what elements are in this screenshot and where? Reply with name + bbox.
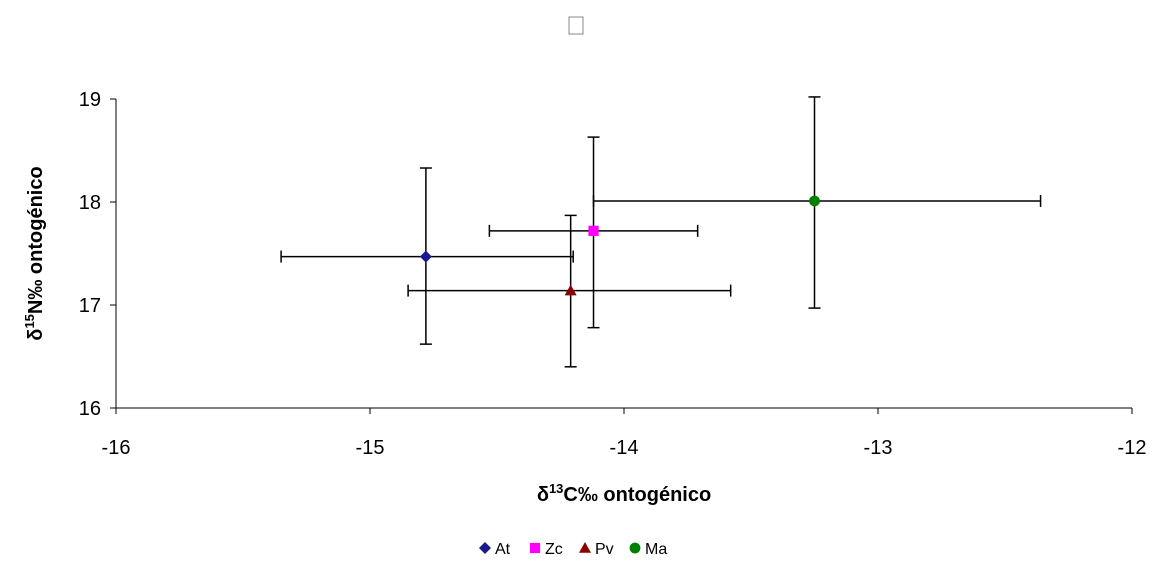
data-point-Zc	[588, 225, 599, 236]
x-tick-label: -16	[102, 437, 131, 459]
x-tick-label: -14	[610, 437, 639, 459]
placeholder-glyph	[568, 16, 584, 35]
axis-title-sup: 13	[549, 481, 563, 496]
legend-marker-Pv	[579, 542, 591, 553]
y-tick-label: 16	[79, 398, 101, 420]
legend-marker-At	[479, 542, 491, 554]
x-tick-label: -13	[864, 437, 893, 459]
axis-title-prefix: δ	[25, 329, 47, 341]
axis-title-sup: 15	[22, 314, 37, 328]
x-axis-title: δ13C‰ ontogénico	[537, 481, 711, 506]
data-point-Ma	[809, 195, 820, 207]
error-bars	[280, 96, 1042, 368]
axis-title-prefix: δ	[537, 484, 549, 506]
axes: 16 17 18 19 -16 -15 -14 -13 -12	[79, 89, 1147, 459]
legend-marker-Zc	[529, 542, 541, 554]
legend-label-At: At	[495, 541, 511, 558]
legend-label-Ma: Ma	[645, 541, 667, 558]
legend-label-Pv: Pv	[595, 541, 614, 558]
data-point-At	[419, 250, 432, 263]
legend: At Zc Pv Ma	[479, 541, 667, 558]
x-tick-label: -15	[356, 437, 385, 459]
y-tick-label: 17	[79, 295, 101, 317]
y-tick-label: 18	[79, 192, 101, 214]
data-point-Pv	[564, 284, 577, 296]
axis-title-suffix: N‰ ontogénico	[25, 166, 47, 314]
x-tick-label: -12	[1118, 437, 1147, 459]
legend-label-Zc: Zc	[545, 541, 563, 558]
data-markers	[419, 195, 820, 296]
axis-title-suffix: C‰ ontogénico	[563, 484, 711, 506]
y-axis-title: δ15N‰ ontogénico	[22, 166, 47, 340]
legend-marker-Ma	[629, 542, 641, 554]
y-tick-label: 19	[79, 89, 101, 111]
